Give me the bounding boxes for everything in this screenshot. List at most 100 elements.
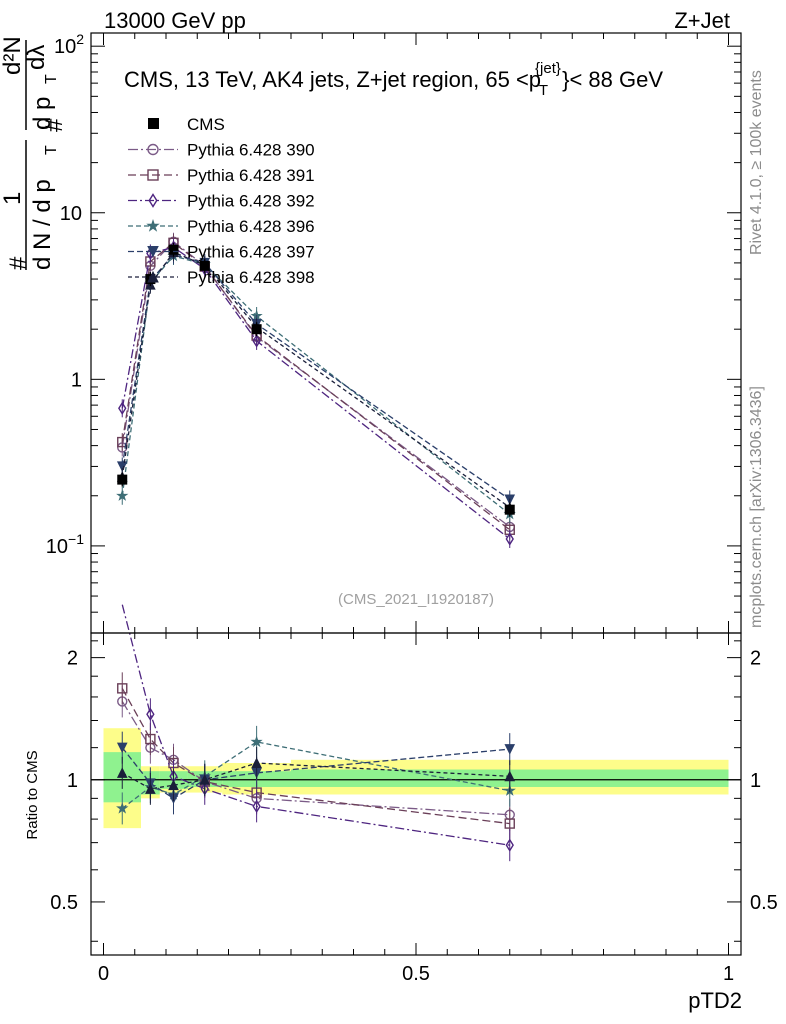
y-tick-label: 102 bbox=[54, 31, 84, 58]
ratio-point bbox=[250, 735, 263, 748]
ratio-Pythia-6_428-392 bbox=[121, 604, 514, 862]
chart-title: CMS, 13 TeV, AK4 jets, Z+jet region, 65 … bbox=[124, 60, 663, 99]
ratio-line bbox=[121, 604, 510, 846]
ratio-point bbox=[505, 838, 514, 852]
side-rivet: Rivet 4.1.0, ≥ 100k events bbox=[748, 70, 765, 255]
ylabel-one: 1 bbox=[0, 192, 26, 205]
header-left: 13000 GeV pp bbox=[104, 8, 246, 33]
ratio-point bbox=[504, 744, 516, 755]
data-point bbox=[116, 489, 129, 501]
ratio-point bbox=[504, 770, 516, 782]
ratio-line bbox=[121, 762, 510, 790]
ratio-point bbox=[251, 757, 262, 768]
main-y-label: # 1 d N / d p T # d²N d p T dλ bbox=[0, 36, 68, 270]
ratio-line bbox=[121, 747, 510, 800]
legend-cms-marker bbox=[148, 118, 159, 129]
legend-label: Pythia 6.428 397 bbox=[187, 243, 315, 262]
x-tick-label: 0 bbox=[98, 963, 109, 985]
series-line bbox=[121, 255, 511, 515]
series-Pythia-6_428-398 bbox=[116, 243, 516, 517]
title-sup: {jet} bbox=[535, 60, 561, 77]
legend-marker bbox=[146, 219, 160, 232]
legend-marker bbox=[147, 246, 159, 258]
data-point bbox=[252, 334, 261, 348]
ratio-Pythia-6_428-398 bbox=[116, 746, 516, 805]
ratio-line bbox=[121, 741, 510, 809]
uncertainty-bands bbox=[91, 728, 741, 829]
ylabel-numerator: d²N bbox=[0, 36, 26, 75]
ylabel-denominator: d N / d p bbox=[29, 179, 56, 270]
ylabel-denominator-t: T bbox=[43, 145, 60, 155]
ylabel-hash-2: # bbox=[41, 118, 68, 132]
ratio-point bbox=[116, 742, 128, 754]
main-series bbox=[116, 232, 516, 549]
legend-cms-label: CMS bbox=[187, 115, 225, 134]
ratio-tick-label-right: 1 bbox=[750, 770, 761, 792]
legend-marker bbox=[147, 270, 159, 283]
header-right: Z+Jet bbox=[674, 8, 730, 33]
series-line bbox=[121, 251, 511, 509]
series-Pythia-6_428-397 bbox=[116, 245, 516, 509]
ylabel-dp-t: T bbox=[43, 74, 60, 84]
title-main: CMS, 13 TeV, AK4 jets, Z+jet region, 65 … bbox=[124, 67, 541, 92]
legend-label: Pythia 6.428 390 bbox=[187, 141, 315, 160]
series-Pythia-6_428-392 bbox=[118, 238, 514, 549]
data-point bbox=[116, 461, 128, 473]
ratio-tick-label-left: 2 bbox=[67, 648, 78, 670]
ylabel-dlambda: dλ bbox=[23, 45, 50, 70]
legend: CMS Pythia 6.428 390 Pythia 6.428 391 Pythi… bbox=[128, 115, 315, 287]
y-tick-label: 10−1 bbox=[46, 531, 84, 558]
y-tick-label: 1 bbox=[71, 369, 82, 391]
legend-label: Pythia 6.428 396 bbox=[187, 217, 315, 236]
y-tick-label: 10 bbox=[60, 203, 82, 225]
title-tail: }< 88 GeV bbox=[562, 67, 663, 92]
cms-point bbox=[117, 474, 128, 485]
ratio-point bbox=[145, 733, 156, 745]
ratio-point bbox=[168, 779, 179, 791]
legend-label: Pythia 6.428 392 bbox=[187, 192, 315, 211]
ratio-point bbox=[146, 707, 155, 722]
data-point bbox=[118, 401, 127, 416]
ratio-Pythia-6_428-391 bbox=[117, 672, 515, 840]
x-tick-label: 0.5 bbox=[402, 963, 430, 985]
ratio-y-label: Ratio to CMS bbox=[24, 750, 41, 839]
ratio-point bbox=[116, 801, 129, 814]
ratio-point bbox=[252, 799, 261, 814]
watermark: (CMS_2021_I1920187) bbox=[338, 591, 494, 608]
axes: 0 0.5 1 102 10 1 10−1 2 2 1 1 0.5 0.5 bbox=[46, 31, 778, 985]
cms-point bbox=[168, 244, 179, 255]
x-axis-label: pTD2 bbox=[688, 988, 742, 1013]
series-line bbox=[121, 240, 511, 528]
legend-marker bbox=[147, 169, 159, 181]
ratio-point bbox=[116, 767, 128, 778]
series-Pythia-6_428-396 bbox=[116, 247, 516, 524]
series-line bbox=[121, 241, 511, 531]
series-line bbox=[121, 253, 511, 501]
legend-marker bbox=[148, 193, 158, 208]
ratio-tick-label-right: 2 bbox=[750, 648, 761, 670]
ylabel-hash: # bbox=[5, 256, 32, 270]
ratio-line bbox=[121, 701, 510, 816]
series-Pythia-6_428-390 bbox=[117, 232, 515, 536]
ratio-point bbox=[145, 783, 156, 794]
series-line bbox=[121, 246, 511, 540]
legend-label: Pythia 6.428 398 bbox=[187, 268, 315, 287]
data-point bbox=[117, 436, 128, 448]
legend-label: Pythia 6.428 391 bbox=[187, 166, 315, 185]
title-sub: T bbox=[539, 82, 548, 99]
ratio-tick-label-right: 0.5 bbox=[750, 892, 778, 914]
series-Pythia-6_428-391 bbox=[117, 233, 515, 539]
ratio-tick-label-left: 0.5 bbox=[50, 892, 78, 914]
series-cms bbox=[117, 242, 515, 517]
ylabel-dp: d p bbox=[29, 97, 56, 130]
data-point bbox=[505, 532, 514, 546]
cms-point bbox=[251, 324, 262, 335]
cms-point bbox=[504, 504, 515, 515]
x-tick-label: 1 bbox=[723, 963, 734, 985]
ratio-point bbox=[504, 818, 515, 829]
side-mcplots: mcplots.cern.ch [arXiv:1306.3436] bbox=[748, 386, 765, 628]
ratio-series bbox=[116, 604, 516, 862]
ratio-point bbox=[199, 774, 211, 785]
cms-point bbox=[199, 260, 210, 271]
